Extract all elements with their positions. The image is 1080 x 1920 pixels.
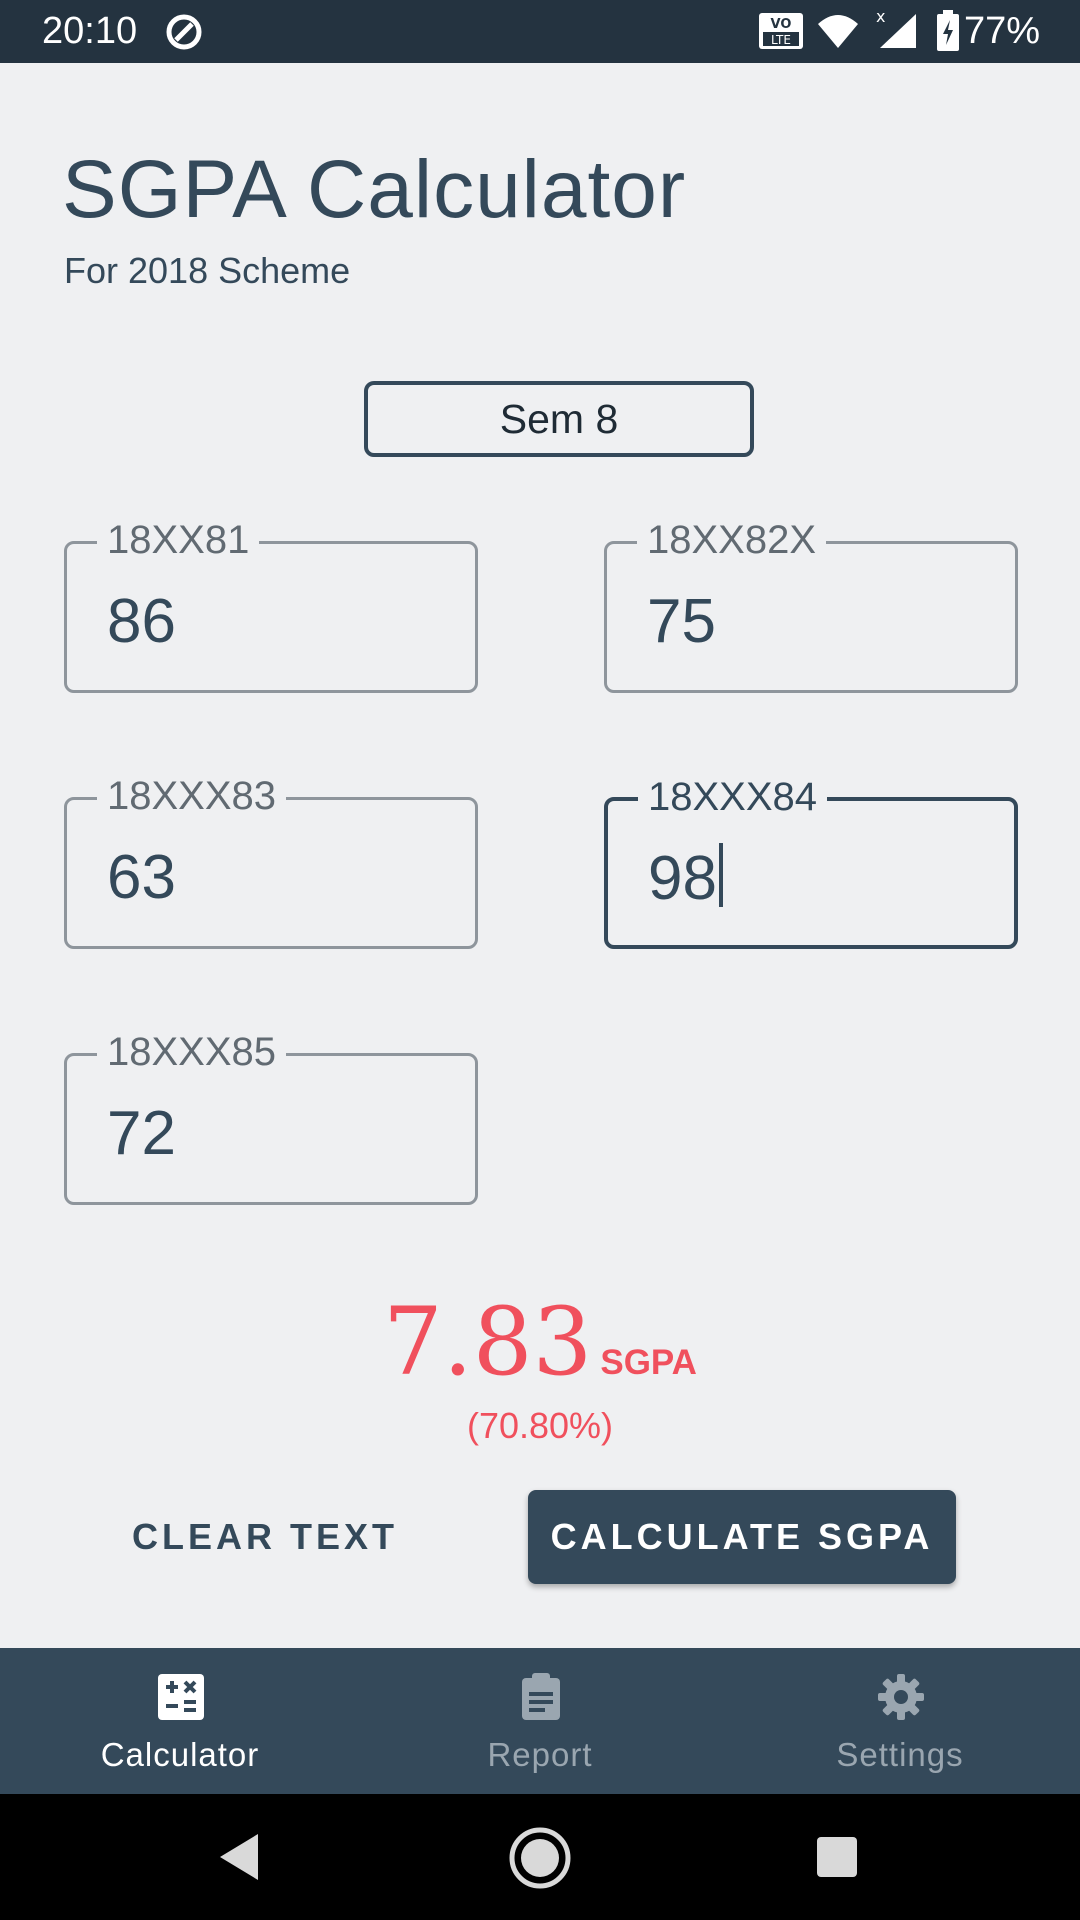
calculator-icon (158, 1674, 204, 1720)
page-title: SGPA Calculator (62, 144, 687, 235)
subject-marks-input-focused[interactable]: 98 (648, 843, 723, 915)
gear-icon (878, 1674, 924, 1720)
subject-marks-input[interactable]: 72 (107, 1099, 176, 1168)
subject-marks-input[interactable]: 86 (107, 587, 176, 656)
sgpa-value: 7.83 (383, 1288, 593, 1397)
nav-label-settings: Settings (836, 1736, 964, 1773)
clear-text-button[interactable]: CLEAR TEXT (131, 1516, 398, 1557)
semester-selector-button[interactable]: Sem 8 (364, 381, 754, 457)
text-cursor (718, 843, 723, 907)
status-bar: 20:10 VO LTE x 77% (0, 0, 1080, 63)
sgpa-unit-label: SGPA (600, 1343, 697, 1382)
nav-item-report[interactable]: Report (360, 1648, 720, 1794)
subject-field-label: 18XX82X (637, 514, 827, 566)
page-subtitle: For 2018 Scheme (64, 250, 351, 291)
clipboard-icon (522, 1673, 560, 1720)
subject-field-1[interactable]: 18XX81 86 (64, 514, 478, 693)
calculate-sgpa-button[interactable]: CALCULATE SGPA (528, 1490, 956, 1584)
battery-icon (937, 10, 959, 51)
subject-field-label: 18XX81 (97, 514, 260, 566)
subject-marks-value: 98 (648, 844, 717, 913)
sgpa-result: 7.83 SGPA (0, 1288, 1080, 1398)
status-time: 20:10 (42, 10, 138, 52)
subject-field-label: 18XXX85 (97, 1026, 287, 1078)
back-icon[interactable] (216, 1832, 260, 1882)
subject-field-label: 18XXX84 (638, 771, 828, 823)
subject-field-2[interactable]: 18XX82X 75 (604, 514, 1018, 693)
bottom-navigation: Calculator Report Settings (0, 1648, 1080, 1794)
nav-label-report: Report (487, 1736, 593, 1773)
nav-item-calculator[interactable]: Calculator (0, 1648, 360, 1794)
signal-icon: x (876, 8, 916, 48)
subject-field-4[interactable]: 18XXX84 98 (604, 771, 1018, 949)
battery-percentage: 77% (963, 10, 1040, 52)
sync-icon (166, 14, 202, 50)
subject-field-3[interactable]: 18XXX83 63 (64, 770, 478, 949)
recents-icon[interactable] (816, 1836, 858, 1878)
svg-text:VO: VO (771, 17, 792, 32)
subject-field-5[interactable]: 18XXX85 72 (64, 1026, 478, 1205)
svg-text:LTE: LTE (771, 33, 791, 47)
home-icon[interactable] (508, 1826, 572, 1890)
subject-field-label: 18XXX83 (97, 770, 287, 822)
sgpa-percentage: (70.80%) (466, 1405, 614, 1446)
volte-icon: VO LTE (759, 13, 803, 49)
subject-marks-input[interactable]: 75 (647, 587, 716, 656)
wifi-icon (818, 15, 858, 48)
system-navigation-bar (0, 1794, 1080, 1920)
svg-text:x: x (876, 8, 885, 26)
nav-item-settings[interactable]: Settings (720, 1648, 1080, 1794)
subject-marks-input[interactable]: 63 (107, 843, 176, 912)
nav-label-calculator: Calculator (100, 1736, 260, 1773)
